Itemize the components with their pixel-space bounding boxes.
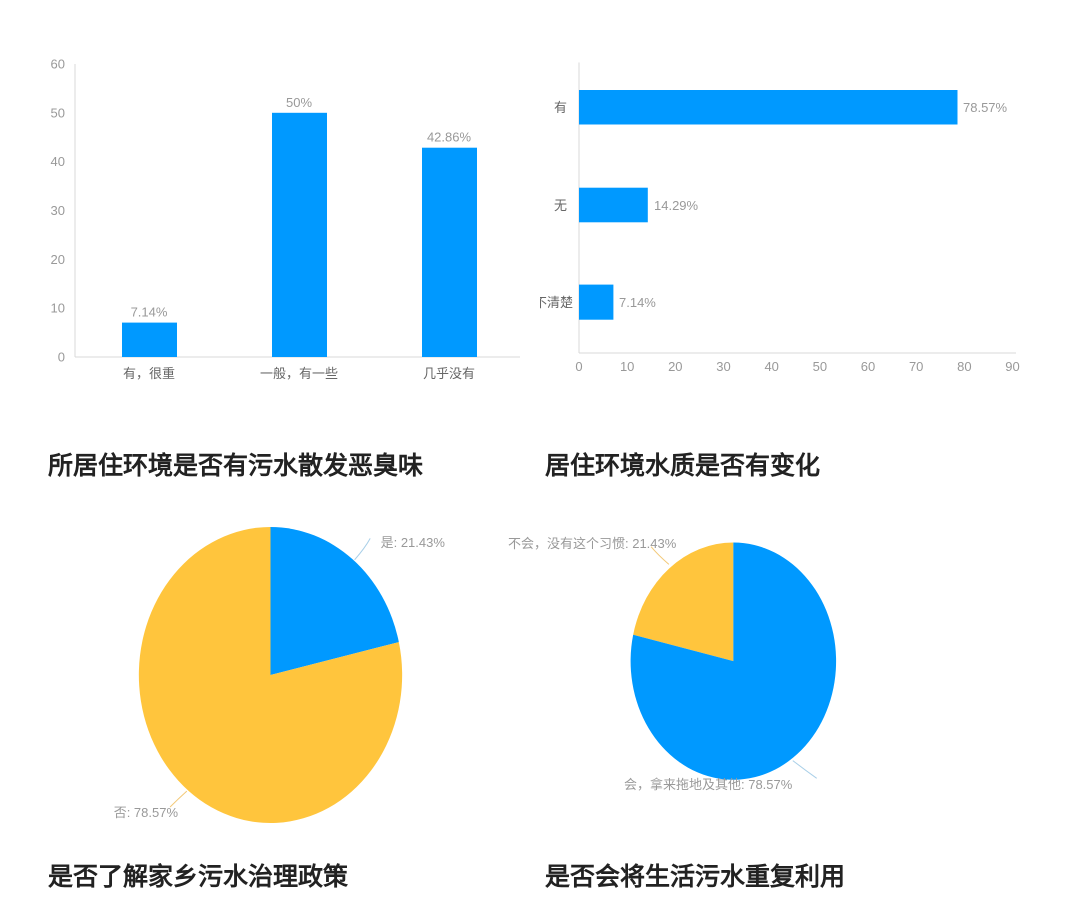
svg-text:50: 50	[813, 359, 827, 374]
svg-text:不会，没有这个习惯: 21.43%: 不会，没有这个习惯: 21.43%	[508, 536, 677, 551]
svg-text:78.57%: 78.57%	[963, 100, 1008, 115]
svg-text:0: 0	[575, 359, 582, 374]
svg-text:70: 70	[909, 359, 923, 374]
svg-text:30: 30	[51, 203, 65, 218]
svg-text:80: 80	[957, 359, 971, 374]
svg-text:42.86%: 42.86%	[427, 130, 472, 145]
svg-text:40: 40	[764, 359, 778, 374]
svg-text:10: 10	[51, 301, 65, 316]
svg-text:不清楚: 不清楚	[540, 295, 573, 310]
svg-text:一般，有一些: 一般，有一些	[260, 366, 338, 381]
svg-text:20: 20	[668, 359, 682, 374]
svg-text:50: 50	[51, 105, 65, 120]
svg-text:7.14%: 7.14%	[619, 295, 656, 310]
svg-text:有，很重: 有，很重	[123, 366, 175, 381]
svg-text:7.14%: 7.14%	[131, 305, 168, 320]
svg-text:是: 21.43%: 是: 21.43%	[381, 535, 446, 550]
svg-text:0: 0	[58, 350, 65, 365]
svg-text:30: 30	[716, 359, 730, 374]
svg-text:无: 无	[554, 198, 567, 213]
svg-text:有: 有	[554, 100, 567, 115]
svg-text:60: 60	[51, 57, 65, 72]
svg-text:60: 60	[861, 359, 875, 374]
svg-text:50%: 50%	[286, 95, 312, 110]
svg-text:14.29%: 14.29%	[654, 198, 699, 213]
svg-text:否: 78.57%: 否: 78.57%	[114, 805, 179, 820]
svg-text:会，拿来拖地及其他: 78.57%: 会，拿来拖地及其他: 78.57%	[624, 777, 793, 792]
svg-text:90: 90	[1005, 359, 1019, 374]
svg-text:20: 20	[51, 252, 65, 267]
svg-text:40: 40	[51, 154, 65, 169]
svg-text:几乎没有: 几乎没有	[423, 366, 475, 381]
svg-text:10: 10	[620, 359, 634, 374]
